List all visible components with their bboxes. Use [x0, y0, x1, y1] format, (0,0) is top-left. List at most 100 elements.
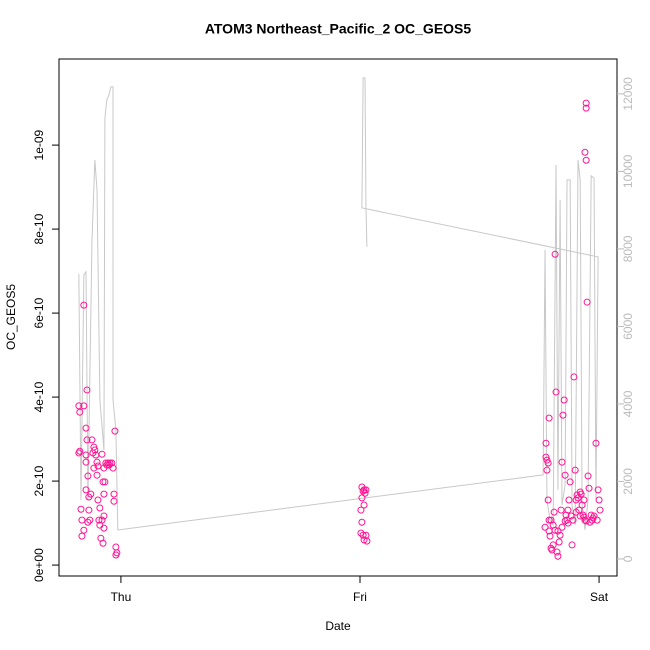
point [542, 439, 550, 447]
point [84, 518, 92, 526]
point [93, 458, 101, 466]
point [110, 497, 118, 505]
point [570, 373, 578, 381]
point [572, 496, 580, 504]
point [546, 532, 554, 540]
point [594, 486, 602, 494]
point [76, 408, 84, 416]
point [558, 458, 566, 466]
point [110, 490, 118, 498]
y-tick-label: 8e-10 [32, 213, 46, 244]
point [358, 518, 366, 526]
point [75, 449, 83, 457]
point [86, 516, 94, 524]
point [593, 516, 601, 524]
point [544, 459, 552, 467]
point [580, 513, 588, 521]
point [83, 436, 91, 444]
point [80, 526, 88, 534]
point [551, 526, 559, 534]
point [555, 538, 563, 546]
y-tick-label: 2e-10 [32, 465, 46, 496]
point [77, 505, 85, 513]
point [550, 508, 558, 516]
point [580, 496, 588, 504]
point [559, 411, 567, 419]
point [586, 518, 594, 526]
point [572, 508, 580, 516]
point [78, 532, 86, 540]
y-axis-label: OC_GEOS5 [4, 284, 18, 350]
point [544, 496, 552, 504]
point [100, 490, 108, 498]
point [542, 453, 550, 461]
point [361, 489, 369, 497]
point [83, 386, 91, 394]
point [582, 104, 590, 112]
point [95, 516, 103, 524]
y-tick-label: 4e-10 [32, 381, 46, 412]
point [112, 543, 120, 551]
x-tick-label: Thu [111, 590, 132, 604]
point [99, 539, 107, 547]
line [78, 77, 599, 531]
y2-tick-label: 6000 [621, 313, 635, 340]
point [96, 504, 104, 512]
point [561, 471, 569, 479]
point [585, 484, 593, 492]
point [363, 537, 371, 545]
point [357, 506, 365, 514]
point [108, 459, 116, 467]
point [84, 472, 92, 480]
plot-box [58, 58, 618, 577]
point [576, 512, 584, 520]
point [99, 478, 107, 486]
point [101, 478, 109, 486]
point [90, 464, 98, 472]
y2-tick-label: 12000 [621, 77, 635, 111]
point [80, 402, 88, 410]
point [564, 506, 572, 514]
point [93, 471, 101, 479]
point [560, 396, 568, 404]
point [551, 250, 559, 258]
point [568, 541, 576, 549]
x-tick-label: Fri [353, 590, 367, 604]
point [94, 496, 102, 504]
point [541, 523, 549, 531]
y2-tick-label: 10000 [621, 154, 635, 188]
point [98, 450, 106, 458]
point [87, 490, 95, 498]
point [88, 436, 96, 444]
point [556, 531, 564, 539]
point [362, 486, 370, 494]
point [582, 156, 590, 164]
point [80, 301, 88, 309]
point [554, 527, 562, 535]
point [360, 501, 368, 509]
point [583, 298, 591, 306]
y2-tick-label: 4000 [621, 390, 635, 417]
point [571, 466, 579, 474]
point [91, 446, 99, 454]
point [592, 439, 600, 447]
point [545, 414, 553, 422]
y2-tick-label: 8000 [621, 235, 635, 262]
y2-tick-label: 2000 [621, 468, 635, 495]
point [94, 462, 102, 470]
point [553, 548, 561, 556]
point [552, 388, 560, 396]
point [561, 517, 569, 525]
point [543, 466, 551, 474]
point [545, 516, 553, 524]
point [106, 459, 114, 467]
point [358, 494, 366, 502]
point [565, 496, 573, 504]
point [567, 512, 575, 520]
point [582, 99, 590, 107]
point [109, 464, 117, 472]
point [581, 148, 589, 156]
point [82, 451, 90, 459]
point [85, 506, 93, 514]
